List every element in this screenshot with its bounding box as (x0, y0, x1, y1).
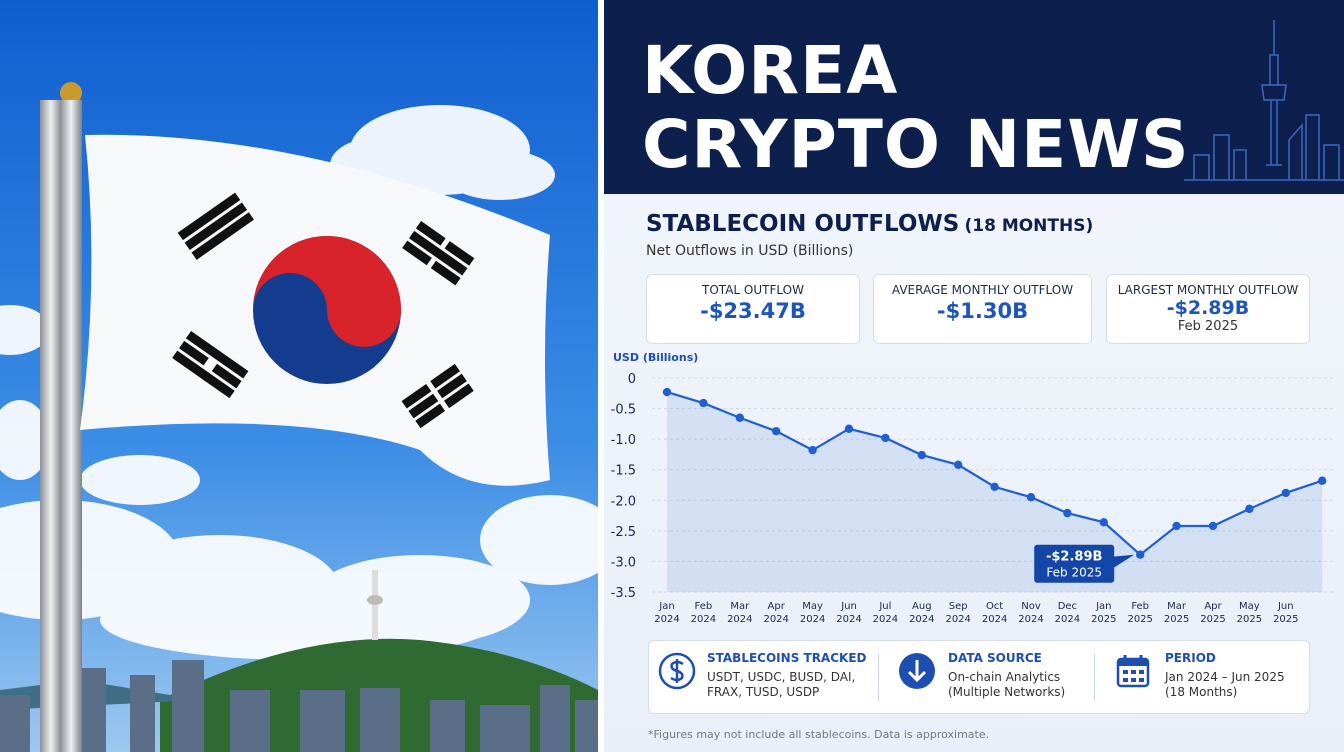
divider (878, 653, 879, 701)
subtitle: Net Outflows in USD (Billions) (646, 243, 854, 259)
footnote: *Figures may not include all stablecoins… (648, 728, 990, 741)
y-tick-label: -3.0 (611, 555, 636, 570)
chart: 0 -0.5 -1.0 -1.5 -2.0 -2.5 -3.0 -3.5 -$2.89BFeb … (611, 372, 1336, 600)
header: KOREA CRYPTO NEWS (604, 0, 1344, 194)
point (772, 426, 781, 436)
info-line: USDT, USDC, BUSD, DAI, (707, 670, 856, 684)
x-tick-label: Feb 2025 (1127, 601, 1153, 625)
x-tick-label: Nov 2024 (1018, 601, 1044, 625)
point (1099, 518, 1108, 527)
stat-card: AVERAGE MONTHLY OUTFLOW -$1.30B (873, 274, 1092, 344)
point (808, 445, 817, 455)
x-tick-label: Mar 2025 (1163, 601, 1190, 625)
point (735, 413, 744, 422)
info-line: On-chain Analytics (948, 670, 1061, 684)
header-title: CRYPTO NEWS (642, 106, 1190, 183)
x-tick-label: Jun 2025 (1273, 601, 1299, 625)
point (917, 450, 926, 460)
title: STABLECOIN OUTFLOWS (646, 211, 960, 237)
info-line: FRAX, TUSD, USDP (707, 685, 820, 699)
point (662, 387, 672, 397)
y-axis-label: USD (Billions) (613, 351, 699, 364)
info-title: PERIOD (1165, 651, 1216, 665)
x-tick-label: Sep 2024 (945, 601, 971, 625)
point (1281, 488, 1290, 498)
stat-label: AVERAGE MONTHLY OUTFLOW (891, 283, 1074, 297)
point (990, 482, 999, 492)
y-tick-label: -2.5 (611, 525, 636, 540)
point (699, 398, 708, 408)
x-tick-label: Apr 2025 (1200, 601, 1226, 625)
icon-dollar (658, 652, 696, 690)
info-text: USDT, USDC, BUSD, DAI, FRAX, TUSD, USDP (707, 670, 855, 700)
x-tick-label: May 2025 (1236, 601, 1263, 625)
y-tick-label: -2.0 (611, 494, 636, 509)
section-title: STABLECOIN OUTFLOWS (18 MONTHS) (646, 211, 1093, 237)
point (1318, 476, 1327, 485)
skyline (1184, 20, 1344, 181)
x-tick-label: May 2024 (799, 601, 826, 625)
area (667, 392, 1323, 592)
x-tick-label: Apr 2024 (763, 601, 789, 625)
stat-label: TOTAL OUTFLOW (702, 283, 804, 297)
info-box: STABLECOINS TRACKED USDT, USDC, BUSD, DA… (648, 640, 1310, 714)
point (844, 424, 854, 433)
callout-pointer (1112, 554, 1135, 569)
point (1172, 521, 1181, 531)
stat-card: TOTAL OUTFLOW -$23.47B (646, 274, 860, 344)
x-tick-label: Jun 2024 (836, 601, 862, 625)
icon-download (899, 653, 935, 689)
callout-date: Feb 2025 (1046, 566, 1102, 580)
x-tick-label: Jan 2025 (1091, 601, 1117, 625)
stat-value: -$2.89B (1166, 297, 1250, 319)
point (1245, 504, 1254, 514)
point (1063, 508, 1072, 518)
callout (1034, 544, 1115, 583)
info-title: DATA SOURCE (948, 651, 1042, 665)
x-tick-label: Jul 2024 (872, 601, 899, 625)
point (1026, 493, 1036, 502)
photo (0, 0, 598, 752)
callout-value: -$2.89B (1046, 550, 1102, 565)
point (954, 460, 963, 470)
stat-label: LARGEST MONTHLY OUTFLOW (1117, 283, 1299, 297)
title-note: (18 MONTHS) (964, 216, 1094, 236)
y-tick-label: -1.0 (611, 433, 636, 448)
x-tick-label: Feb 2024 (690, 601, 717, 625)
info-line: (18 Months) (1165, 685, 1238, 699)
panel: KOREA CRYPTO NEWS STABLECOIN OUTFLOWS (1… (604, 0, 1344, 752)
info-line: (Multiple Networks) (948, 685, 1066, 699)
stat-value: -$23.47B (700, 299, 806, 323)
icon-calendar (1116, 655, 1150, 688)
header-title: KOREA (642, 32, 899, 109)
y-tick-label: -0.5 (611, 403, 636, 418)
point (881, 433, 890, 443)
x-axis: Jan 2024 Feb 2024 Mar 2024 Apr 2024 May 2024… (604, 600, 1344, 630)
divider (1094, 653, 1095, 701)
stat-note: Feb 2025 (1177, 319, 1239, 334)
info-text: On-chain Analytics (Multiple Networks) (948, 670, 1065, 700)
stat-value: -$1.30B (936, 299, 1029, 323)
y-tick-label: 0 (628, 372, 636, 387)
x-tick-label: Aug 2024 (909, 601, 935, 625)
y-tick-label: -1.5 (611, 464, 636, 479)
point (1136, 550, 1145, 559)
y-tick-label: -3.5 (611, 586, 636, 600)
x-tick-label: Mar 2024 (727, 601, 753, 625)
divider (598, 0, 604, 752)
info-title: STABLECOINS TRACKED (707, 651, 867, 665)
stat-card: LARGEST MONTHLY OUTFLOW -$2.89B Feb 2025 (1106, 274, 1310, 344)
x-tick-label: Oct 2024 (981, 601, 1008, 625)
info-text: Jan 2024 – Jun 2025 (18 Months) (1165, 670, 1285, 700)
x-tick-label: Jan 2024 (654, 601, 680, 625)
point (1208, 521, 1218, 531)
x-tick-label: Dec 2024 (1054, 601, 1081, 625)
info-line: Jan 2024 – Jun 2025 (1165, 670, 1285, 684)
